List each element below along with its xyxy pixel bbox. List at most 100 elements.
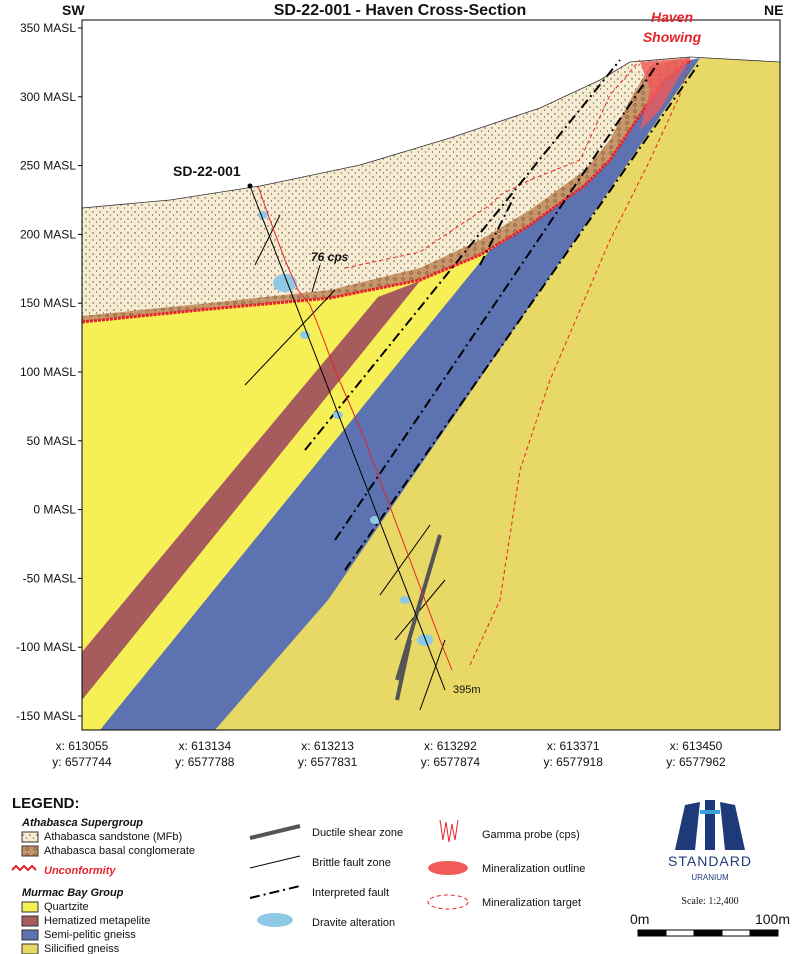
dravite-alteration <box>333 411 343 419</box>
shear-zone <box>395 639 412 701</box>
coord-x: x: 613292 <box>424 739 477 753</box>
fault <box>254 214 281 266</box>
legend-title: LEGEND: <box>12 795 80 812</box>
interpreted-faults <box>304 59 701 571</box>
fault <box>344 61 701 571</box>
mineralization-target <box>469 59 691 666</box>
legend-icon <box>428 861 468 875</box>
coord-y: y: 6577744 <box>52 755 112 769</box>
semi-pelitic-gneiss <box>100 58 700 730</box>
peak-arrow <box>311 264 321 293</box>
shear-zone <box>395 534 442 681</box>
legend-icon <box>427 894 469 910</box>
logo-name: STANDARD <box>668 853 752 869</box>
coord-x: x: 613055 <box>56 739 109 753</box>
legend-item: Unconformity <box>44 865 116 877</box>
mineralization-target <box>344 59 641 269</box>
dravite-alteration <box>417 634 433 646</box>
scale-label: Scale: 1:2,400 <box>681 896 738 907</box>
showing-label: Haven <box>651 9 693 25</box>
legend-swatch <box>21 845 39 857</box>
showing-label: Showing <box>643 29 702 45</box>
legend-item: Quartzite <box>44 901 89 913</box>
direction: SW <box>62 2 85 18</box>
scale-segment <box>749 929 779 937</box>
scale-segment <box>721 929 751 937</box>
elevation-label: 200 MASL <box>20 227 76 241</box>
depth-label: 395m <box>453 684 481 696</box>
coord-y: y: 6577962 <box>666 755 726 769</box>
legend-item: Silicified gneiss <box>44 943 120 954</box>
coord-x: x: 613134 <box>178 739 231 753</box>
ductile-shear <box>395 534 442 701</box>
legend-item: Athabasca basal conglomerate <box>44 845 195 857</box>
sandstone <box>82 57 690 322</box>
logo <box>675 800 745 850</box>
scale-bar <box>637 929 779 937</box>
elevation-label: 300 MASL <box>20 90 76 104</box>
fault <box>394 579 446 641</box>
coord-y: y: 6577831 <box>298 755 358 769</box>
fault <box>334 59 661 541</box>
mineralization-outline <box>640 58 690 130</box>
coord-y: y: 6577788 <box>175 755 235 769</box>
hematized-metapelite <box>82 281 420 700</box>
elevation-label: -100 MASL <box>16 640 76 654</box>
gamma-label: 76 cps <box>311 250 349 264</box>
dravite-alteration <box>273 274 297 292</box>
legend-item: Gamma probe (cps) <box>482 829 580 841</box>
legend-swatch <box>21 901 39 913</box>
fault <box>244 289 336 386</box>
elevation-label: 50 MASL <box>27 434 77 448</box>
legend-item: Athabasca sandstone (MFb) <box>44 831 182 843</box>
scale-segment <box>693 929 723 937</box>
scale-segment <box>637 929 667 937</box>
legend-icon <box>249 824 301 840</box>
gamma-probe <box>257 185 453 671</box>
frame <box>81 19 781 731</box>
logo-subtitle: URANIUM <box>691 873 729 882</box>
coord-x: x: 613450 <box>670 739 723 753</box>
legend-item: Hematized metapelite <box>44 915 150 927</box>
drillhole-label: SD-22-001 <box>173 163 241 179</box>
legend-icon <box>249 855 301 869</box>
surface <box>81 56 781 209</box>
conglomerate <box>82 57 690 322</box>
title: SD-22-001 - Haven Cross-Section <box>274 2 527 19</box>
dravite-alteration <box>400 596 410 604</box>
logo-mark <box>700 810 720 814</box>
drillhole <box>249 185 446 691</box>
legend-item: Dravite alteration <box>312 917 395 929</box>
elevation-label: -50 MASL <box>23 571 77 585</box>
legend-group: Murmac Bay Group <box>22 887 124 899</box>
elevation-label: 0 MASL <box>33 503 76 517</box>
scale-end: 100m <box>755 911 790 927</box>
legend-item: Interpreted fault <box>312 887 389 899</box>
brittle-faults <box>244 214 446 711</box>
dravite-alteration <box>258 211 268 219</box>
scale-start: 0m <box>630 911 649 927</box>
fault <box>479 194 516 266</box>
coord-x: x: 613213 <box>301 739 354 753</box>
fault <box>419 639 446 711</box>
logo-mark <box>675 800 745 850</box>
legend-swatch <box>21 929 39 941</box>
legend-swatch <box>21 915 39 927</box>
legend-item: Mineralization outline <box>482 863 585 875</box>
fault <box>304 59 621 451</box>
legend-item: Brittle fault zone <box>312 857 391 869</box>
legend-icon <box>249 885 301 899</box>
dravite-alteration <box>370 516 380 524</box>
silicified-gneiss <box>215 58 780 730</box>
dravite-alteration <box>300 331 310 339</box>
coord-x: x: 613371 <box>547 739 600 753</box>
legend-icon <box>257 913 293 927</box>
legend-item: Semi-pelitic gneiss <box>44 929 136 941</box>
elevation-label: 100 MASL <box>20 365 76 379</box>
fault <box>379 524 431 596</box>
legend: Athabasca sandstone (MFb) Athabasca basal… <box>21 819 585 954</box>
legend-icon <box>11 864 37 872</box>
coord-y: y: 6577874 <box>421 755 481 769</box>
direction: NE <box>764 2 783 18</box>
